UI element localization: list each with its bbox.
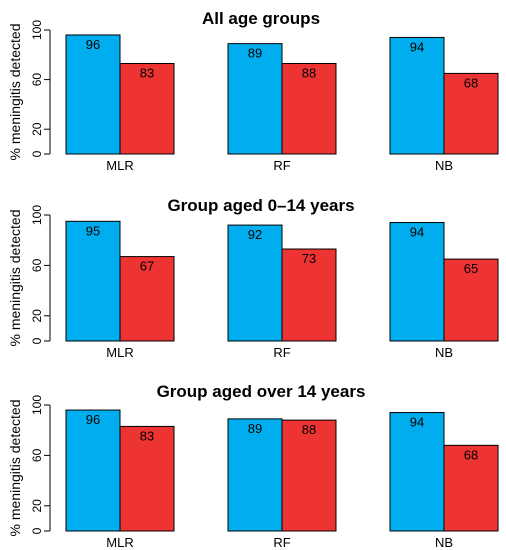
bar: [227, 43, 283, 155]
bar: [443, 258, 499, 342]
chart-title: Group aged 0–14 years: [167, 196, 354, 215]
bar: [65, 409, 121, 532]
x-category-label: RF: [273, 345, 290, 360]
data-label: 94: [410, 225, 424, 240]
bar: [281, 248, 337, 342]
y-tick-label: 100: [30, 20, 44, 40]
bar: [65, 220, 121, 342]
x-category-label: MLR: [106, 158, 133, 173]
data-label: 67: [140, 259, 154, 274]
bar: [119, 256, 175, 342]
data-label: 83: [140, 65, 154, 80]
data-label: 68: [464, 75, 478, 90]
x-category-label: RF: [273, 535, 290, 550]
data-label: 95: [86, 223, 100, 238]
y-tick-label: 0: [30, 337, 44, 344]
x-category-label: MLR: [106, 345, 133, 360]
data-label: 94: [410, 415, 424, 430]
data-label: 83: [140, 428, 154, 443]
chart-panel: All age groups 0 20 60 100 % meningitis detec…: [7, 9, 499, 173]
y-axis-label: % meningitis detected: [7, 24, 23, 161]
chart-panel: Group aged 0–14 years 0 20 60 100 % meningiti…: [7, 196, 499, 360]
data-label: 88: [302, 422, 316, 437]
bar: [443, 72, 499, 155]
y-tick-label: 60: [30, 258, 44, 272]
y-tick-label: 20: [30, 309, 44, 323]
data-label: 92: [248, 227, 262, 242]
x-category-label: RF: [273, 158, 290, 173]
chart-title: Group aged over 14 years: [157, 382, 366, 401]
x-category-label: NB: [435, 535, 453, 550]
y-tick-label: 100: [30, 205, 44, 225]
data-label: 96: [86, 412, 100, 427]
data-label: 65: [464, 261, 478, 276]
bar: [389, 36, 445, 155]
bar: [227, 224, 283, 342]
data-label: 89: [248, 421, 262, 436]
bar: [389, 412, 445, 532]
bar: [227, 418, 283, 532]
data-label: 94: [410, 39, 424, 54]
y-tick-label: 20: [30, 499, 44, 513]
y-tick-label: 60: [30, 73, 44, 87]
chart-panel: Group aged over 14 years 0 20 60 100 % mening…: [7, 382, 499, 550]
bar: [389, 222, 445, 342]
y-tick-label: 60: [30, 448, 44, 462]
y-tick-label: 0: [30, 527, 44, 534]
bar: [281, 419, 337, 532]
y-axis-label: % meningitis detected: [7, 400, 23, 537]
chart-title: All age groups: [202, 9, 320, 28]
bar: [119, 425, 175, 532]
data-label: 88: [302, 65, 316, 80]
bar: [281, 62, 337, 155]
bar: [119, 62, 175, 155]
y-tick-label: 100: [30, 395, 44, 415]
data-label: 89: [248, 46, 262, 61]
x-category-label: NB: [435, 345, 453, 360]
y-tick-label: 20: [30, 122, 44, 136]
data-label: 73: [302, 251, 316, 266]
y-tick-label: 0: [30, 150, 44, 157]
y-axis-label: % meningitis detected: [7, 210, 23, 347]
data-label: 68: [464, 447, 478, 462]
x-category-label: NB: [435, 158, 453, 173]
bar: [65, 34, 121, 155]
x-category-label: MLR: [106, 535, 133, 550]
data-label: 96: [86, 37, 100, 52]
bar: [443, 444, 499, 532]
